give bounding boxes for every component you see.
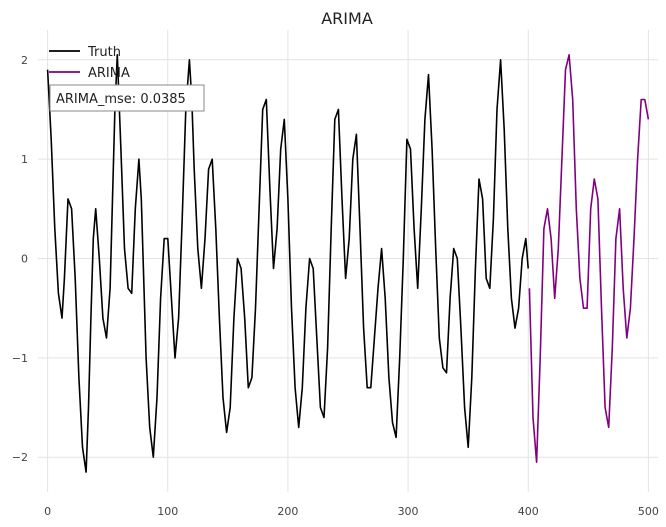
x-tick-label: 300 [398,505,419,518]
mse-annotation-text: ARIMA_mse: 0.0385 [56,92,186,107]
x-tick-label: 100 [157,505,178,518]
series-layer [46,53,650,473]
x-tick-label: 0 [44,505,51,518]
y-tick-label: 2 [21,54,28,67]
legend: Truth ARIMA [49,45,130,81]
tick-labels: 0 100 200 300 400 500 −2 −1 0 1 2 [12,54,659,518]
x-tick-label: 400 [518,505,539,518]
y-tick-label: 1 [21,153,28,166]
series-line-truth [46,53,529,473]
mse-annotation-box [49,84,205,112]
series-line-arima [528,53,650,464]
legend-label-arima: ARIMA [88,66,130,81]
mse-annotation: ARIMA_mse: 0.0385 [49,84,205,112]
legend-label-truth: Truth [87,45,121,60]
y-tick-label: −2 [12,451,28,464]
y-tick-label: −1 [12,352,28,365]
chart-title: ARIMA [321,9,373,28]
x-tick-label: 500 [638,505,659,518]
x-tick-label: 200 [277,505,298,518]
y-tick-label: 0 [21,253,28,266]
